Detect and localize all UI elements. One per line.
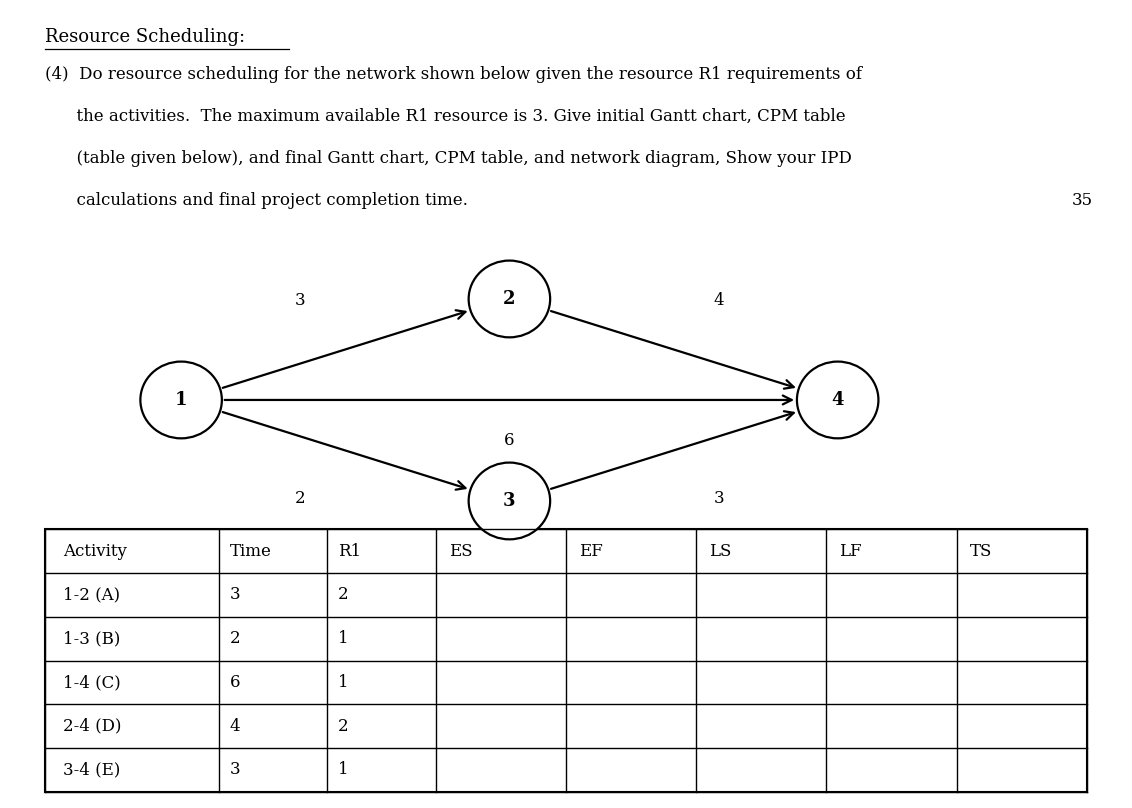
Text: Resource Scheduling:: Resource Scheduling: — [45, 28, 246, 46]
Text: 6: 6 — [230, 674, 240, 691]
Text: 4: 4 — [831, 391, 844, 409]
Text: 2: 2 — [230, 630, 240, 647]
Text: 35: 35 — [1071, 192, 1092, 209]
Text: 1: 1 — [338, 674, 349, 691]
Text: TS: TS — [969, 543, 992, 560]
Text: LS: LS — [709, 543, 731, 560]
Text: 1-2 (A): 1-2 (A) — [62, 587, 120, 604]
Text: Time: Time — [230, 543, 272, 560]
Text: 2: 2 — [294, 490, 306, 507]
Text: 3: 3 — [230, 587, 240, 604]
Text: (table given below), and final Gantt chart, CPM table, and network diagram, Show: (table given below), and final Gantt cha… — [45, 150, 852, 167]
Text: 4: 4 — [230, 718, 240, 734]
Text: calculations and final project completion time.: calculations and final project completio… — [45, 192, 469, 209]
Text: 3-4 (E): 3-4 (E) — [62, 761, 120, 778]
Text: (4)  Do resource scheduling for the network shown below given the resource R1 re: (4) Do resource scheduling for the netwo… — [45, 66, 863, 83]
Text: 1-3 (B): 1-3 (B) — [62, 630, 120, 647]
Text: 6: 6 — [504, 431, 515, 449]
Text: 2: 2 — [338, 718, 349, 734]
Text: 3: 3 — [503, 492, 516, 510]
Text: 3: 3 — [230, 761, 240, 778]
Text: LF: LF — [839, 543, 861, 560]
Text: 4: 4 — [713, 292, 724, 309]
Ellipse shape — [469, 462, 550, 540]
Text: the activities.  The maximum available R1 resource is 3. Give initial Gantt char: the activities. The maximum available R1… — [45, 108, 846, 125]
Text: 2: 2 — [338, 587, 349, 604]
Text: 1: 1 — [338, 630, 349, 647]
Text: ES: ES — [448, 543, 472, 560]
Text: 2: 2 — [503, 290, 516, 308]
Text: 1: 1 — [338, 761, 349, 778]
Text: EF: EF — [578, 543, 603, 560]
Text: 3: 3 — [294, 292, 306, 309]
Ellipse shape — [469, 260, 550, 338]
Text: 3: 3 — [713, 490, 724, 507]
Text: Activity: Activity — [62, 543, 127, 560]
Text: 1-4 (C): 1-4 (C) — [62, 674, 120, 691]
Text: R1: R1 — [338, 543, 361, 560]
Ellipse shape — [140, 362, 222, 438]
Ellipse shape — [797, 362, 878, 438]
Text: 2-4 (D): 2-4 (D) — [62, 718, 121, 734]
Bar — [45, 529, 1087, 792]
Text: 1: 1 — [174, 391, 188, 409]
